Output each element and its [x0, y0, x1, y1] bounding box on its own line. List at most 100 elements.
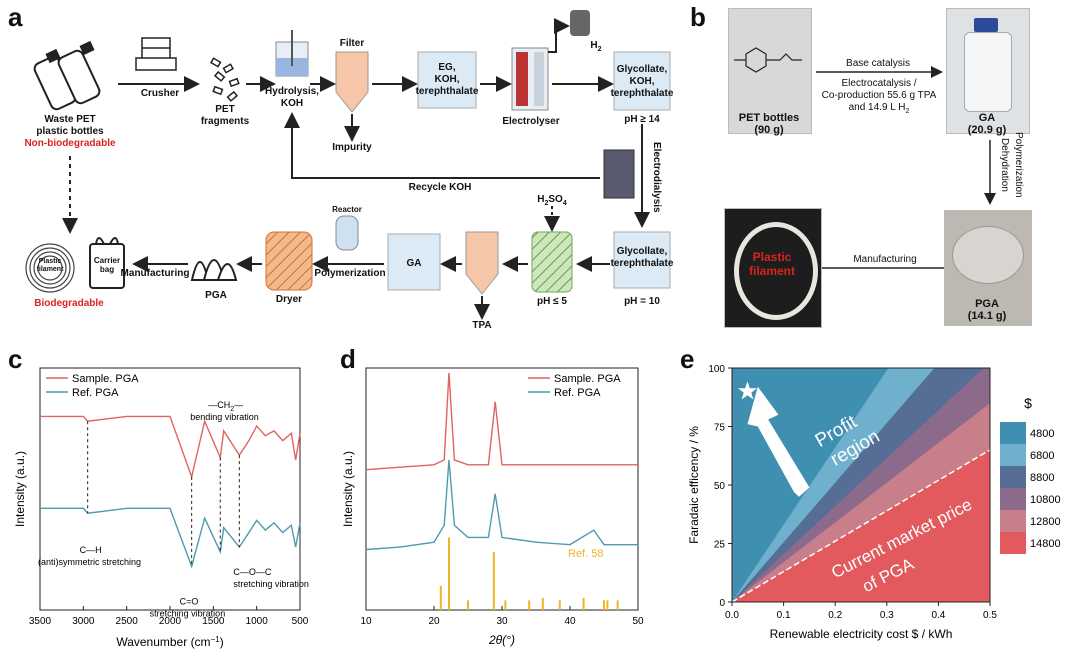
pet-bottles-icon: [33, 40, 101, 111]
impurity-label: Impurity: [332, 142, 372, 153]
h2so4-label: H2SO4: [537, 194, 567, 207]
electrolyser-label: Electrolyser: [502, 116, 560, 127]
direction-arrow-icon: [747, 386, 810, 497]
panel-b-arrows: [805, 66, 996, 274]
waste-label: Waste PET plastic bottles Non-biodegradabl…: [24, 114, 116, 149]
x-tick-label: 3500: [29, 616, 52, 627]
x-tick-label: 10: [360, 616, 372, 627]
series-line-1: [365, 372, 638, 471]
anti-label: (anti)symmetric stretching: [38, 557, 141, 567]
ch2-dash: —: [234, 400, 243, 410]
polymerization-label: Polymerization: [314, 268, 386, 279]
ch2-label: —CH2—: [208, 400, 243, 413]
legend-swatch-14800: [1000, 532, 1026, 554]
electrodialysis-label: Electrodialysis: [651, 142, 662, 213]
electrocatalysis-label: Electrocatalysis / Co-production 55.6 g T…: [821, 78, 937, 115]
legend-swatch-10800: [1000, 488, 1026, 510]
glycollate-1-label: Glycollate, KOH, terephthalate: [610, 64, 674, 99]
filter-label: Filter: [339, 38, 365, 49]
pet-bottles-photo: [728, 8, 812, 134]
filament-label-b: Plastic filament: [748, 250, 795, 278]
dryer-label: Dryer: [275, 294, 303, 305]
x-tick-label: 50: [632, 616, 644, 627]
carrier-bag-icon: [89, 237, 125, 289]
filament-coil: [734, 222, 818, 320]
process-schematic: [25, 10, 671, 320]
dehydration-label: Dehydration: [999, 138, 1010, 192]
legend-swatch-4800: [1000, 422, 1026, 444]
y-axis-label: Intensity (a.u.): [341, 451, 355, 527]
pga-dish: [952, 226, 1024, 284]
glycollate-2-label: Glycollate, terephthalate: [610, 246, 674, 269]
plot-frame: [365, 367, 639, 611]
x-tick-label: 0.2: [828, 610, 842, 621]
x-tick-label: 1000: [246, 616, 269, 627]
ga-bottle-cap: [974, 18, 998, 32]
panel-letter-a: a: [8, 2, 23, 32]
legend-label-8800: 8800: [1030, 472, 1054, 484]
pga-label-b: PGA (14.1 g): [967, 298, 1007, 322]
panel-letter-e: e: [680, 344, 695, 374]
legend-label-1: Sample. PGA: [72, 373, 139, 385]
pga-label: PGA: [205, 290, 227, 301]
pet-fragments-label: PET fragments: [200, 104, 250, 127]
ref-label: Ref. 58: [568, 548, 603, 560]
filter-icon: [335, 51, 369, 113]
biodegradable-label: Biodegradable: [34, 298, 104, 309]
h2-tank-icon: [570, 10, 590, 36]
legend-label-6800: 6800: [1030, 450, 1054, 462]
series-line-1: [40, 415, 301, 480]
polymerization-label-b: Polymerization: [1013, 132, 1024, 198]
ga-label: GA: [406, 258, 422, 269]
hydrolysis-label: Hydrolysis, KOH: [265, 86, 319, 109]
ftir-chart: 3500 3000 2500 2000 1500 1000 500 Sample. PGA Re…: [13, 367, 309, 649]
carrier-bag-label: Carrier bag: [93, 256, 121, 274]
manufacturing-label-b: Manufacturing: [853, 254, 917, 265]
glycollate-tank-2: [613, 231, 671, 289]
market-price-line: [731, 449, 991, 603]
coc-label: C—O—C: [233, 567, 271, 577]
x-tick-label: 0.3: [880, 610, 894, 621]
ga-tank: [387, 233, 441, 291]
manufacturing-label: Manufacturing: [120, 268, 190, 279]
coc-stretch-label: stretching vibration: [233, 579, 309, 589]
recycle-koh-label: Recycle KOH: [408, 182, 472, 193]
legend-label-14800: 14800: [1030, 538, 1061, 550]
legend-swatch-8800: [1000, 466, 1026, 488]
reactor-label: Reactor: [332, 205, 362, 214]
y-axis-label: Faradaic efficency / %: [687, 426, 701, 544]
panel-letter-b: b: [690, 2, 706, 32]
co-stretch-label: stretching vibration: [150, 608, 226, 618]
ph10-label: pH = 10: [624, 296, 660, 307]
x-tick-label: 0.4: [931, 610, 945, 621]
y-tick-label: 0: [719, 598, 725, 609]
star-icon: [738, 381, 757, 400]
profit-chart: 0.0 0.1 0.2 0.3 0.4 0.50255075100Profitregion…: [687, 364, 1061, 641]
hydrolysis-beaker: [275, 30, 309, 77]
h2-label: H2: [590, 40, 602, 53]
co-label: C=O: [180, 596, 199, 606]
legend-label-4800: 4800: [1030, 428, 1054, 440]
x-tick-label: 1500: [202, 616, 225, 627]
x-axis-label: Wavenumber (cm−1): [116, 635, 223, 649]
x-tick-label: 2500: [116, 616, 139, 627]
panel-letter-d: d: [340, 344, 356, 374]
bending-label: bending vibration: [190, 412, 259, 422]
y-tick-label: 100: [708, 364, 725, 375]
x-tick-label: 3000: [72, 616, 95, 627]
reactor-icon: [335, 215, 359, 251]
panel-letter-c: c: [8, 344, 23, 374]
series-line-2: [365, 459, 638, 551]
x-tick-label: 2000: [159, 616, 182, 627]
tpa-filter: [465, 231, 499, 295]
ch-label: C—H: [80, 545, 102, 555]
ph14-label: pH ≥ 14: [624, 114, 660, 125]
legend-title: $: [1024, 395, 1032, 411]
filament-spool-icon: [25, 243, 75, 293]
glycollate-tank-1: [613, 51, 671, 111]
legend-swatch-6800: [1000, 444, 1026, 466]
x-axis-label: 2θ(°): [488, 633, 515, 647]
y-tick-label: 25: [714, 540, 726, 551]
ga-bottle-body: [964, 32, 1012, 112]
acidification-tank: [531, 231, 573, 293]
